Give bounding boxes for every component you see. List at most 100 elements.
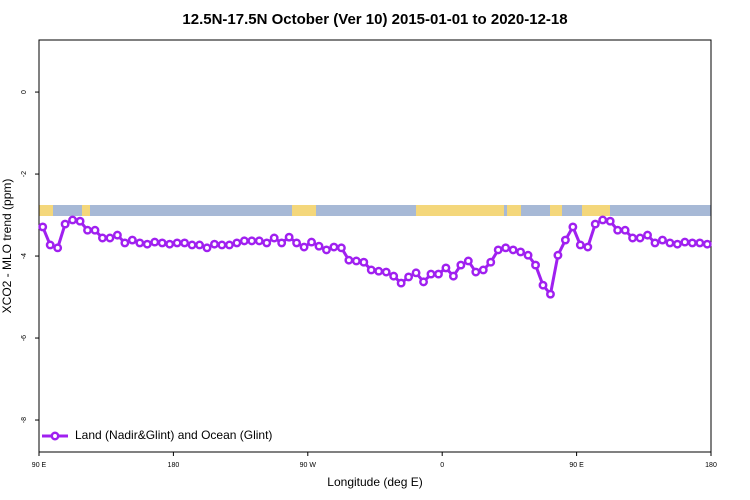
data-point: [150, 237, 160, 247]
data-point: [359, 257, 369, 267]
data-point: [307, 237, 316, 247]
data-point: [463, 256, 473, 266]
data-point: [351, 256, 361, 266]
data-point: [262, 238, 272, 248]
data-point: [329, 242, 339, 252]
y-tick-label: -4: [21, 253, 28, 259]
data-point: [501, 243, 511, 253]
data-point: [426, 269, 436, 279]
data-point: [322, 245, 331, 255]
data-point: [284, 232, 294, 242]
data-point: [613, 225, 623, 235]
data-point: [396, 278, 406, 288]
data-point: [531, 260, 540, 270]
data-point: [441, 263, 451, 273]
data-point: [508, 245, 518, 255]
x-tick-label: 180: [168, 462, 180, 469]
y-axis-label: XCO2 - MLO trend (ppm): [0, 179, 14, 314]
data-point: [299, 242, 309, 252]
data-point: [247, 236, 257, 246]
data-point: [650, 238, 660, 248]
x-tick-label: 90 E: [32, 462, 47, 469]
x-tick-label: 0: [440, 462, 444, 469]
data-point: [643, 230, 652, 240]
chart-title: 12.5N-17.5N October (Ver 10) 2015-01-01 …: [182, 11, 567, 28]
data-point: [232, 238, 242, 248]
data-point: [45, 240, 55, 250]
data-point: [314, 241, 324, 251]
data-point: [628, 233, 638, 243]
data-point: [575, 240, 585, 250]
data-point: [419, 277, 428, 287]
data-point: [195, 240, 204, 250]
data-point: [374, 266, 384, 276]
data-point: [210, 239, 219, 249]
data-point: [665, 238, 675, 248]
data-point: [702, 239, 712, 249]
data-point: [456, 260, 466, 270]
data-point: [217, 240, 227, 250]
data-point: [590, 219, 600, 229]
data-point: [172, 238, 182, 248]
data-point: [254, 236, 264, 246]
x-tick-label: 180: [705, 462, 717, 469]
y-tick-label: -2: [21, 171, 28, 177]
y-tick-label: -8: [21, 417, 28, 423]
data-point: [142, 239, 152, 249]
data-point: [486, 257, 496, 267]
data-point: [672, 239, 682, 249]
data-point: [239, 236, 249, 246]
data-point: [546, 289, 555, 299]
data-point: [434, 269, 443, 279]
data-point: [695, 238, 705, 248]
land-strip: [39, 205, 711, 216]
x-tick-label: 90 E: [569, 462, 584, 469]
data-point: [471, 267, 481, 277]
data-point: [583, 242, 593, 252]
data-point: [90, 225, 100, 235]
data-point: [135, 238, 145, 248]
data-point: [658, 235, 667, 245]
data-point: [680, 237, 690, 247]
data-point: [635, 233, 645, 243]
data-point: [493, 245, 503, 255]
data-point: [187, 240, 197, 250]
y-tick-label: 0: [21, 90, 28, 94]
data-point: [269, 233, 279, 243]
data-point: [53, 243, 63, 253]
data-point: [98, 233, 107, 243]
data-point: [68, 215, 78, 225]
data-point: [560, 235, 570, 245]
data-point: [202, 243, 212, 253]
data-point: [120, 238, 130, 248]
data-point: [516, 247, 526, 257]
data-point: [448, 271, 458, 281]
data-point: [105, 233, 115, 243]
data-point: [127, 235, 137, 245]
data-point: [344, 255, 354, 265]
data-point: [538, 280, 548, 290]
data-point: [381, 267, 391, 277]
data-point: [292, 238, 302, 248]
data-point: [366, 265, 376, 275]
data-point: [411, 268, 421, 278]
data-point: [568, 222, 578, 232]
data-point: [523, 250, 533, 260]
data-point: [605, 216, 615, 226]
data-point: [389, 271, 399, 281]
data-line: [41, 218, 708, 298]
y-tick-label: -6: [21, 335, 28, 341]
data-point: [687, 238, 697, 248]
x-tick-label: 90 W: [300, 462, 317, 469]
data-point: [553, 250, 563, 260]
data-point: [83, 225, 92, 235]
data-point: [336, 243, 346, 253]
data-point: [112, 230, 122, 240]
data-point: [157, 238, 167, 248]
data-point: [620, 225, 630, 235]
data-point: [75, 216, 85, 226]
data-point: [180, 238, 190, 248]
data-point: [598, 215, 608, 225]
data-point: [165, 239, 175, 249]
x-axis-label: Longitude (deg E): [327, 475, 422, 489]
